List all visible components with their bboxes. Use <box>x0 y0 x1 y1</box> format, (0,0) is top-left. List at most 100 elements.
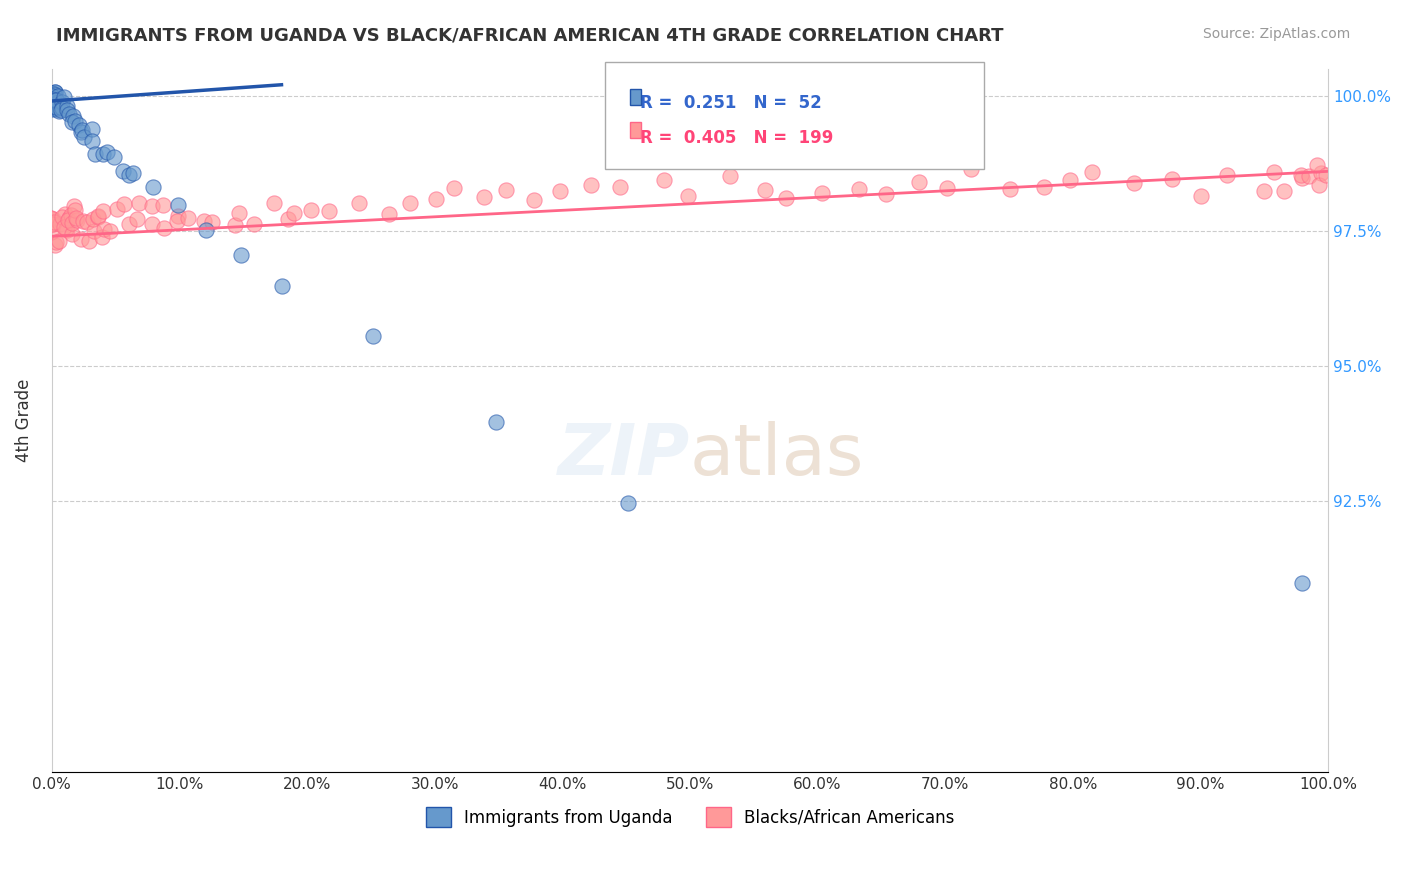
Point <box>1289 168 1312 182</box>
Point <box>548 184 571 198</box>
Point <box>44 238 66 252</box>
Point <box>229 248 252 262</box>
Point <box>55 222 77 236</box>
Point <box>91 146 114 161</box>
Point <box>1291 576 1313 591</box>
Point <box>65 211 87 225</box>
Point <box>41 102 63 116</box>
Point <box>105 202 128 216</box>
Point <box>122 165 145 179</box>
Point <box>166 197 188 211</box>
Legend: Immigrants from Uganda, Blacks/African Americans: Immigrants from Uganda, Blacks/African A… <box>419 800 962 834</box>
Point <box>166 214 188 228</box>
Point <box>617 496 640 510</box>
Point <box>86 210 108 224</box>
Point <box>34 216 56 230</box>
Point <box>118 217 141 231</box>
Point <box>53 219 76 234</box>
Point <box>60 115 83 129</box>
Point <box>45 93 67 107</box>
Point <box>1306 158 1329 172</box>
Point <box>398 196 420 211</box>
Point <box>848 182 870 196</box>
Point <box>1123 176 1146 190</box>
Point <box>495 183 517 197</box>
Point <box>83 224 105 238</box>
Point <box>153 220 176 235</box>
Point <box>377 207 399 221</box>
Point <box>77 234 100 248</box>
Point <box>45 98 67 112</box>
Point <box>51 95 73 110</box>
Point <box>41 92 63 106</box>
Point <box>66 213 89 227</box>
Point <box>37 92 59 106</box>
Point <box>42 217 65 231</box>
Point <box>65 202 87 217</box>
Point <box>128 195 150 210</box>
Point <box>127 211 149 226</box>
Point <box>56 223 79 237</box>
Point <box>111 164 134 178</box>
Point <box>41 94 63 108</box>
Point <box>41 211 63 225</box>
Point <box>70 123 93 137</box>
Point <box>56 213 79 227</box>
Point <box>141 199 163 213</box>
Point <box>82 212 104 227</box>
Point <box>318 203 340 218</box>
Point <box>60 227 83 241</box>
Point <box>39 225 62 239</box>
Point <box>51 210 73 224</box>
Point <box>118 169 141 183</box>
Point <box>875 186 897 201</box>
Point <box>72 214 94 228</box>
Point <box>82 134 104 148</box>
Point <box>194 223 217 237</box>
Point <box>935 181 957 195</box>
Point <box>243 217 266 231</box>
Point <box>56 103 79 117</box>
Point <box>141 217 163 231</box>
Point <box>98 223 121 237</box>
Point <box>1081 164 1104 178</box>
Text: Source: ZipAtlas.com: Source: ZipAtlas.com <box>1202 27 1350 41</box>
Point <box>363 328 385 343</box>
Point <box>53 207 76 221</box>
Point <box>263 195 285 210</box>
Point <box>42 212 65 227</box>
Point <box>1189 189 1212 203</box>
Point <box>277 211 299 226</box>
Point <box>1059 173 1081 187</box>
Point <box>1315 168 1337 182</box>
Point <box>177 211 200 225</box>
Point <box>1160 171 1182 186</box>
Point <box>485 415 508 429</box>
Point <box>62 109 84 123</box>
Point <box>48 103 70 118</box>
Point <box>1000 182 1022 196</box>
Point <box>1310 166 1333 180</box>
Point <box>84 147 107 161</box>
Point <box>49 218 72 232</box>
Point <box>228 206 250 220</box>
Point <box>167 209 190 223</box>
Text: IMMIGRANTS FROM UGANDA VS BLACK/AFRICAN AMERICAN 4TH GRADE CORRELATION CHART: IMMIGRANTS FROM UGANDA VS BLACK/AFRICAN … <box>56 27 1004 45</box>
Point <box>103 150 125 164</box>
Text: R =  0.405   N =  199: R = 0.405 N = 199 <box>640 129 834 147</box>
Point <box>1308 178 1330 193</box>
Point <box>73 130 96 145</box>
Point <box>811 186 834 200</box>
Point <box>48 234 70 248</box>
Text: R =  0.251   N =  52: R = 0.251 N = 52 <box>640 94 821 112</box>
Point <box>1291 170 1313 185</box>
Point <box>91 203 114 218</box>
Point <box>63 113 86 128</box>
Point <box>42 94 65 108</box>
Point <box>96 145 118 160</box>
Point <box>152 197 174 211</box>
Point <box>45 100 67 114</box>
Point <box>41 217 63 231</box>
Point <box>718 169 741 183</box>
Point <box>349 195 371 210</box>
